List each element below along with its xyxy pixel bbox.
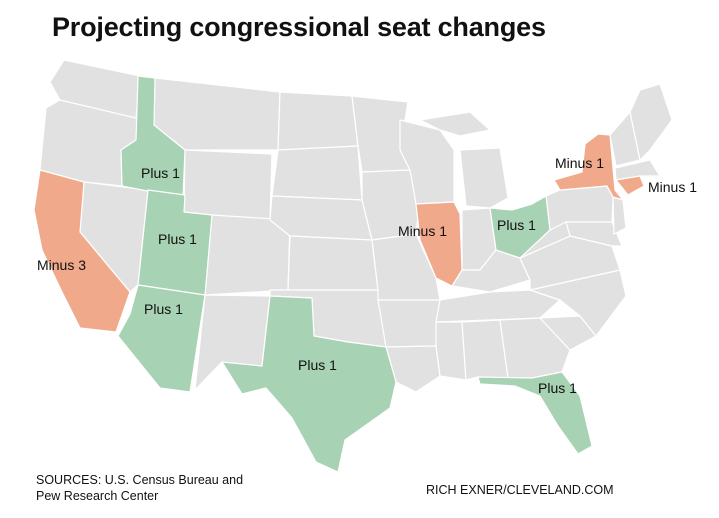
state-massachusetts[interactable]: [614, 159, 661, 181]
label-illinois: Minus 1: [398, 223, 447, 239]
state-texas[interactable]: [221, 295, 397, 473]
state-illinois[interactable]: [415, 201, 463, 287]
label-arizona: Plus 1: [144, 301, 183, 317]
sources-line-2: Pew Research Center: [36, 489, 159, 503]
state-connecticut[interactable]: [615, 175, 645, 196]
state-kansas[interactable]: [287, 235, 379, 291]
byline: RICH EXNER/CLEVELAND.COM: [426, 483, 614, 497]
state-montana[interactable]: [153, 77, 281, 151]
label-idaho: Plus 1: [141, 165, 180, 181]
page-title: Projecting congressional seat changes: [52, 12, 546, 42]
state-maryland-delaware[interactable]: [565, 221, 623, 247]
label-texas: Plus 1: [298, 357, 337, 373]
state-tennessee[interactable]: [435, 289, 561, 323]
state-michigan-up[interactable]: [419, 111, 491, 137]
state-colorado[interactable]: [204, 214, 291, 296]
state-arizona[interactable]: [117, 284, 206, 393]
label-ohio: Plus 1: [497, 217, 536, 233]
state-arkansas[interactable]: [377, 299, 441, 348]
label-california: Minus 3: [37, 257, 86, 273]
state-south-dakota[interactable]: [271, 145, 363, 201]
label-new-york: Minus 1: [555, 155, 604, 171]
state-mississippi[interactable]: [435, 321, 467, 381]
label-florida: Plus 1: [538, 380, 577, 396]
state-maine[interactable]: [629, 83, 673, 161]
state-north-dakota[interactable]: [277, 91, 359, 151]
label-utah: Plus 1: [158, 231, 197, 247]
sources-line-1: SOURCES: U.S. Census Bureau and: [36, 473, 244, 487]
state-new-york[interactable]: [553, 133, 624, 201]
label-connecticut: Minus 1: [648, 179, 697, 195]
state-new-jersey[interactable]: [612, 196, 627, 235]
state-ohio[interactable]: [489, 195, 551, 259]
state-florida[interactable]: [477, 371, 593, 455]
state-california[interactable]: [33, 169, 131, 333]
state-wyoming[interactable]: [183, 149, 273, 221]
state-michigan[interactable]: [459, 147, 509, 209]
sources-note: SOURCES: U.S. Census Bureau and Pew Rese…: [36, 472, 243, 504]
state-washington[interactable]: [49, 59, 141, 119]
